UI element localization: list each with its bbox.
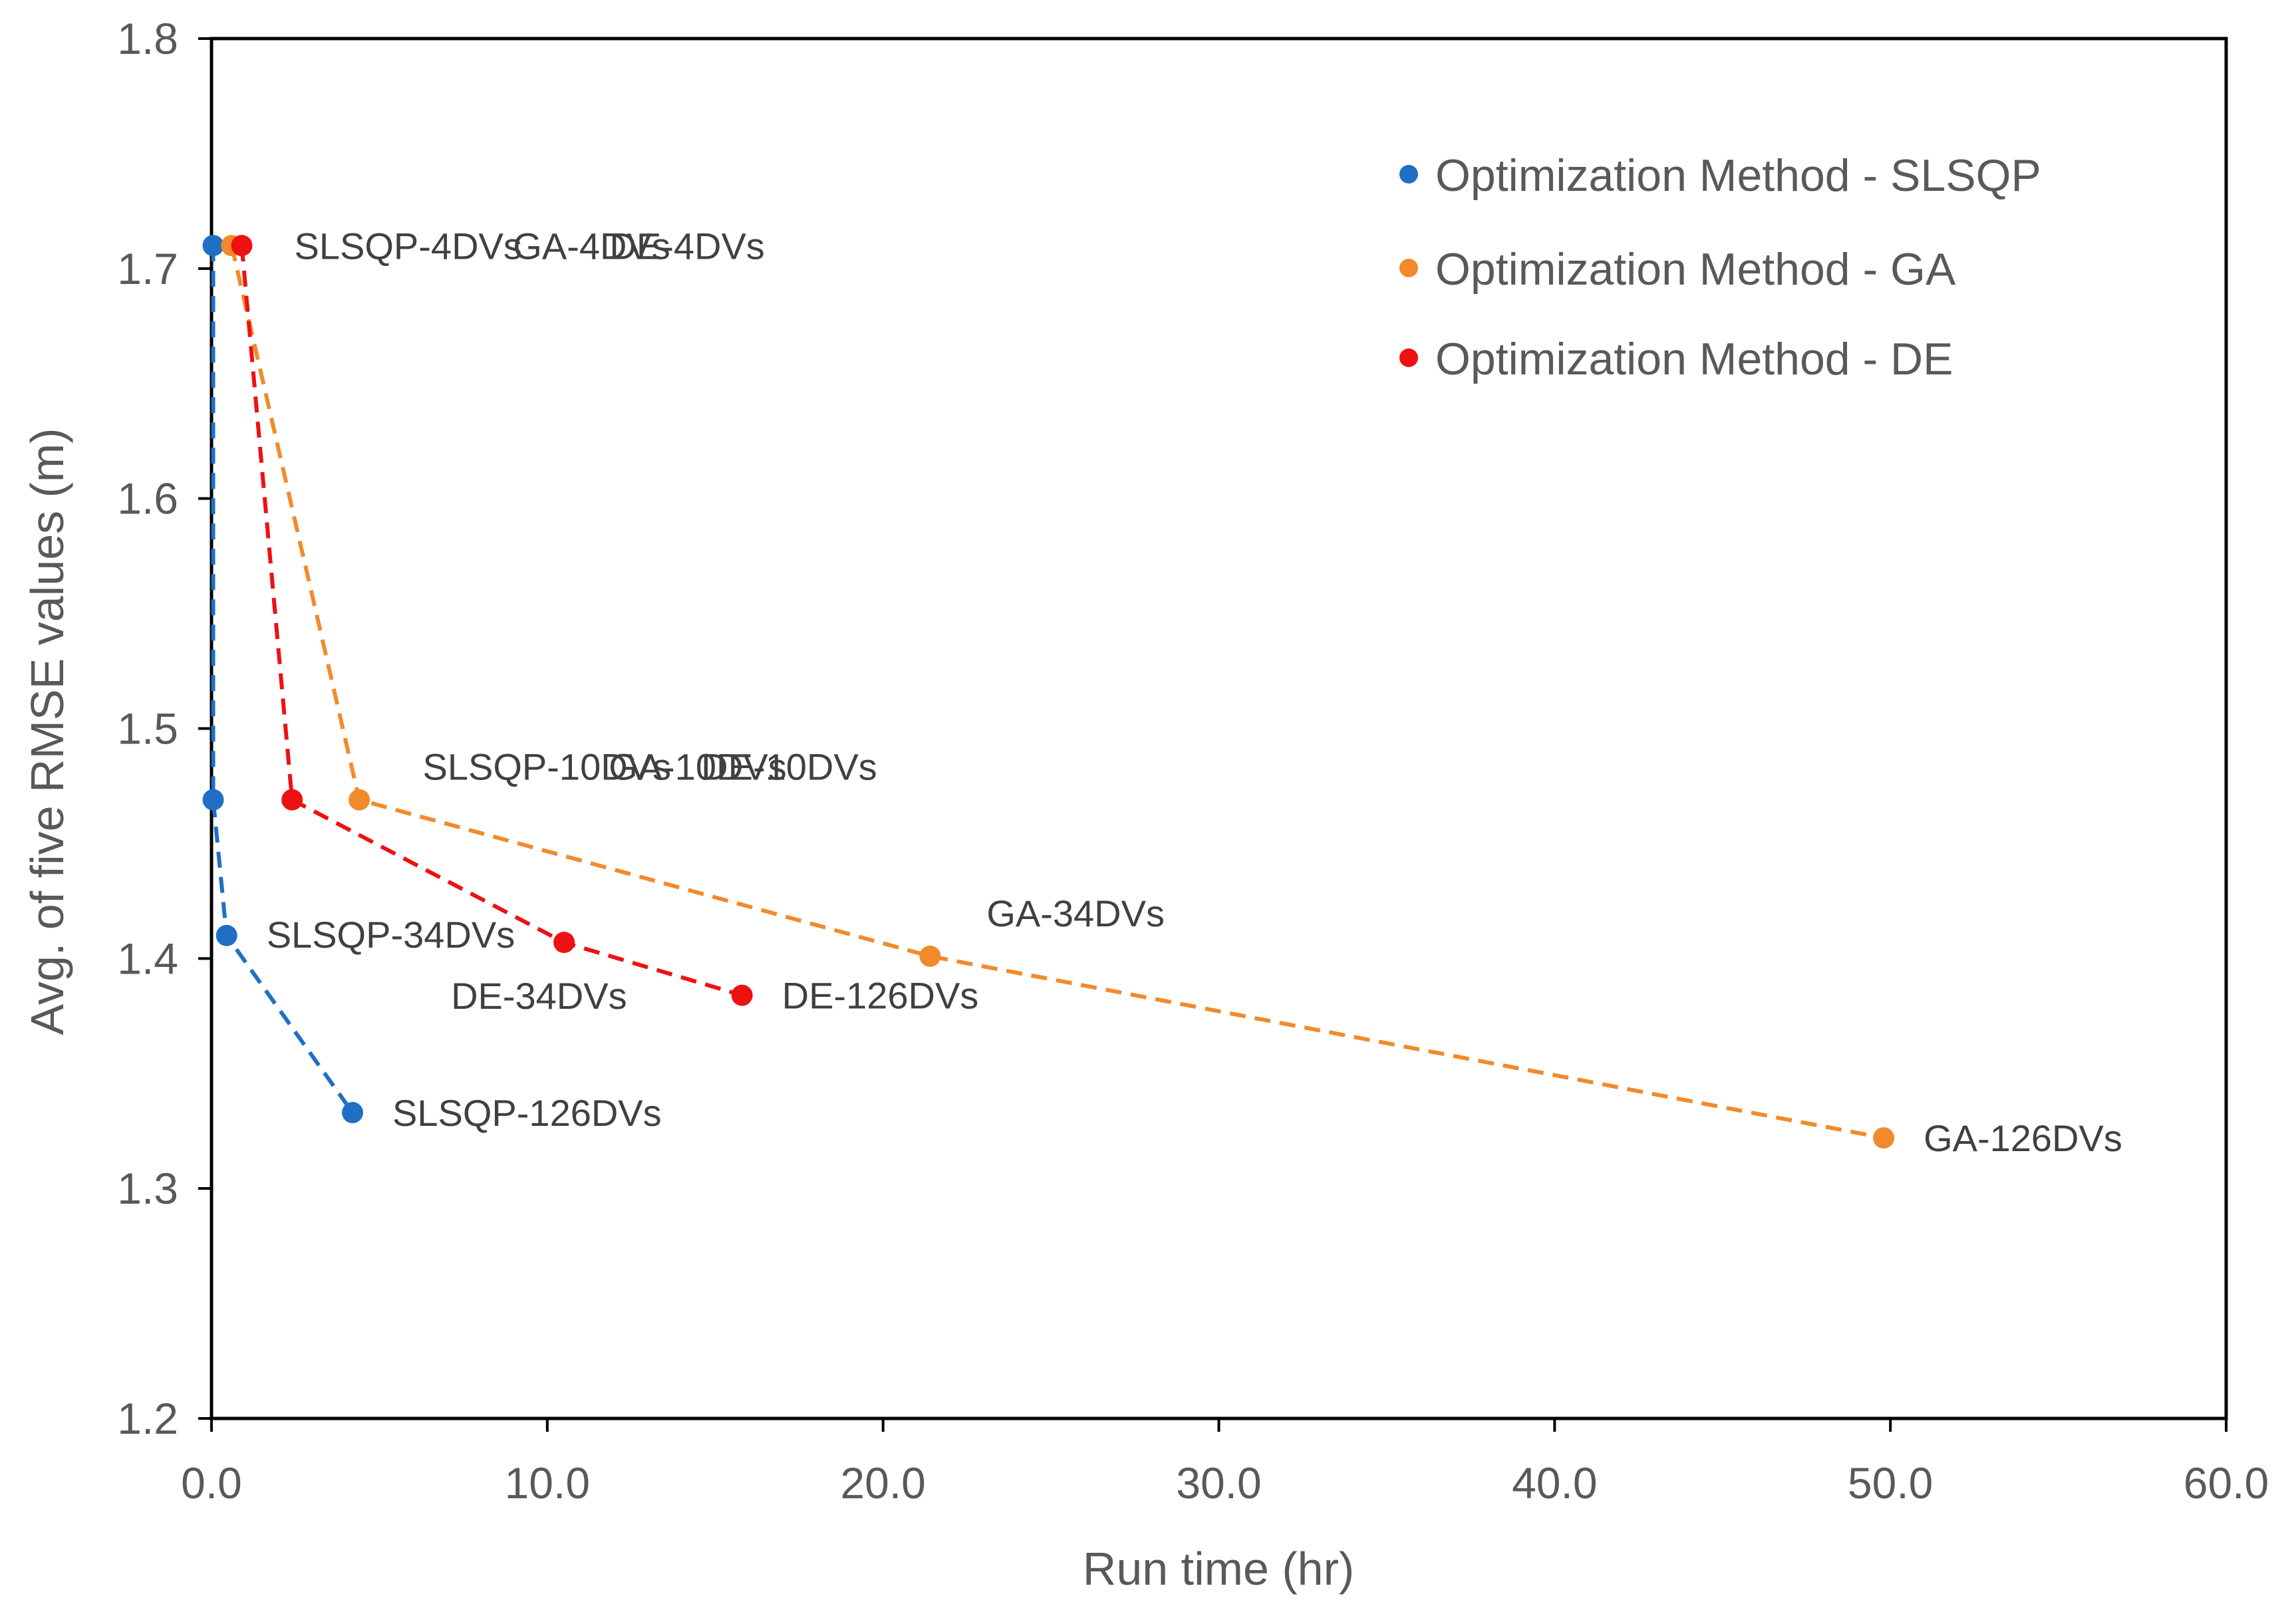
x-tick-label: 10.0 <box>505 1458 590 1508</box>
data-label: SLSQP-10DVs <box>423 746 672 788</box>
data-label: SLSQP-4DVs <box>295 225 522 267</box>
y-tick-label: 1.7 <box>117 244 178 293</box>
y-tick-label: 1.2 <box>117 1394 178 1443</box>
data-label: GA-34DVs <box>986 892 1165 934</box>
data-point <box>349 789 370 811</box>
data-label: GA-126DVs <box>1924 1117 2122 1159</box>
data-label: SLSQP-126DVs <box>392 1092 662 1134</box>
y-tick-label: 1.6 <box>117 474 178 523</box>
legend: Optimization Method - SLSQP Optimization … <box>1399 150 2041 384</box>
legend-marker <box>1399 259 1418 277</box>
data-point <box>553 932 575 954</box>
y-tick-label: 1.3 <box>117 1164 178 1213</box>
data-point <box>215 924 237 946</box>
y-axis: 1.2 1.3 1.4 1.5 1.6 1.7 1.8 <box>117 14 212 1443</box>
data-label: GA-10DVs <box>609 746 787 788</box>
series-points <box>202 235 1895 1149</box>
data-point <box>231 235 253 257</box>
series-line-slsqp <box>211 245 355 1114</box>
data-label: DE-34DVs <box>451 975 627 1017</box>
x-tick-label: 40.0 <box>1512 1458 1597 1508</box>
data-point <box>1873 1127 1895 1149</box>
data-point <box>342 1102 364 1124</box>
y-tick-label: 1.4 <box>117 934 178 983</box>
data-label: SLSQP-34DVs <box>267 914 515 956</box>
y-axis-title: Avg. of five RMSE values (m) <box>21 428 73 1035</box>
x-axis-title: Run time (hr) <box>1083 1543 1354 1595</box>
x-tick-label: 50.0 <box>1848 1458 1933 1508</box>
series-lines <box>211 245 1884 1140</box>
legend-marker <box>1399 348 1418 367</box>
series-line-ga <box>229 245 1884 1140</box>
data-label: DE-4DVs <box>609 225 764 267</box>
y-tick-label: 1.5 <box>117 704 178 753</box>
data-label: DE-10DVs <box>701 746 877 788</box>
legend-marker <box>1399 165 1418 184</box>
x-tick-label: 0.0 <box>181 1458 242 1508</box>
data-point <box>731 984 753 1006</box>
x-tick-label: 30.0 <box>1176 1458 1261 1508</box>
legend-label: Optimization Method - SLSQP <box>1435 150 2041 201</box>
data-label: GA-4DVs <box>513 225 670 267</box>
x-tick-label: 20.0 <box>840 1458 925 1508</box>
legend-label: Optimization Method - DE <box>1435 334 1953 384</box>
legend-label: Optimization Method - GA <box>1435 244 1956 295</box>
data-point <box>202 789 224 811</box>
data-label: DE-126DVs <box>782 975 979 1017</box>
data-point <box>919 945 941 967</box>
x-axis: 0.0 10.0 20.0 30.0 40.0 50.0 60.0 <box>181 1418 2269 1508</box>
data-point <box>202 235 224 257</box>
series-line-de <box>239 245 743 998</box>
point-labels: SLSQP-4DVs SLSQP-10DVs SLSQP-34DVs SLSQP-12… <box>267 225 2122 1159</box>
data-point <box>281 789 303 811</box>
x-tick-label: 60.0 <box>2184 1458 2269 1508</box>
y-tick-label: 1.8 <box>117 14 178 63</box>
